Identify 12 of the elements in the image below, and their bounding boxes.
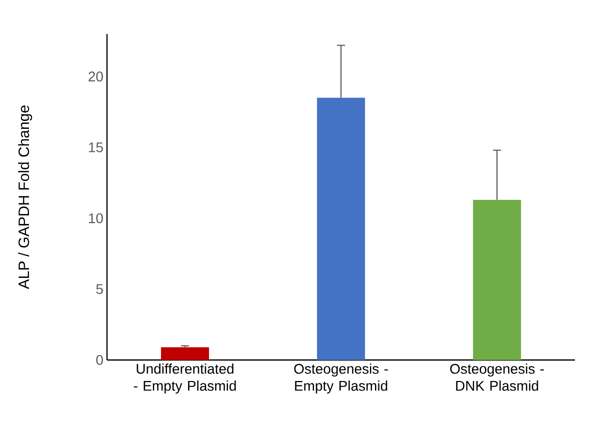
x-tick-label: Osteogenesis - Empty Plasmid (294, 364, 388, 394)
x-tick-label: Osteogenesis - DNK Plasmid (450, 364, 544, 391)
x-tick-label: Undifferentiated - Empty Plasmid (134, 364, 236, 394)
bar (473, 200, 522, 360)
y-tick-label: 5 (96, 284, 103, 294)
y-tick-label: 10 (88, 213, 103, 224)
y-tick-label: 15 (88, 142, 103, 152)
bar (317, 98, 366, 360)
bar (161, 347, 210, 360)
y-tick-label: 20 (88, 72, 103, 82)
y-axis-title: ALP / GAPDH Fold Change (18, 106, 32, 290)
y-tick-label: 0 (96, 355, 103, 365)
